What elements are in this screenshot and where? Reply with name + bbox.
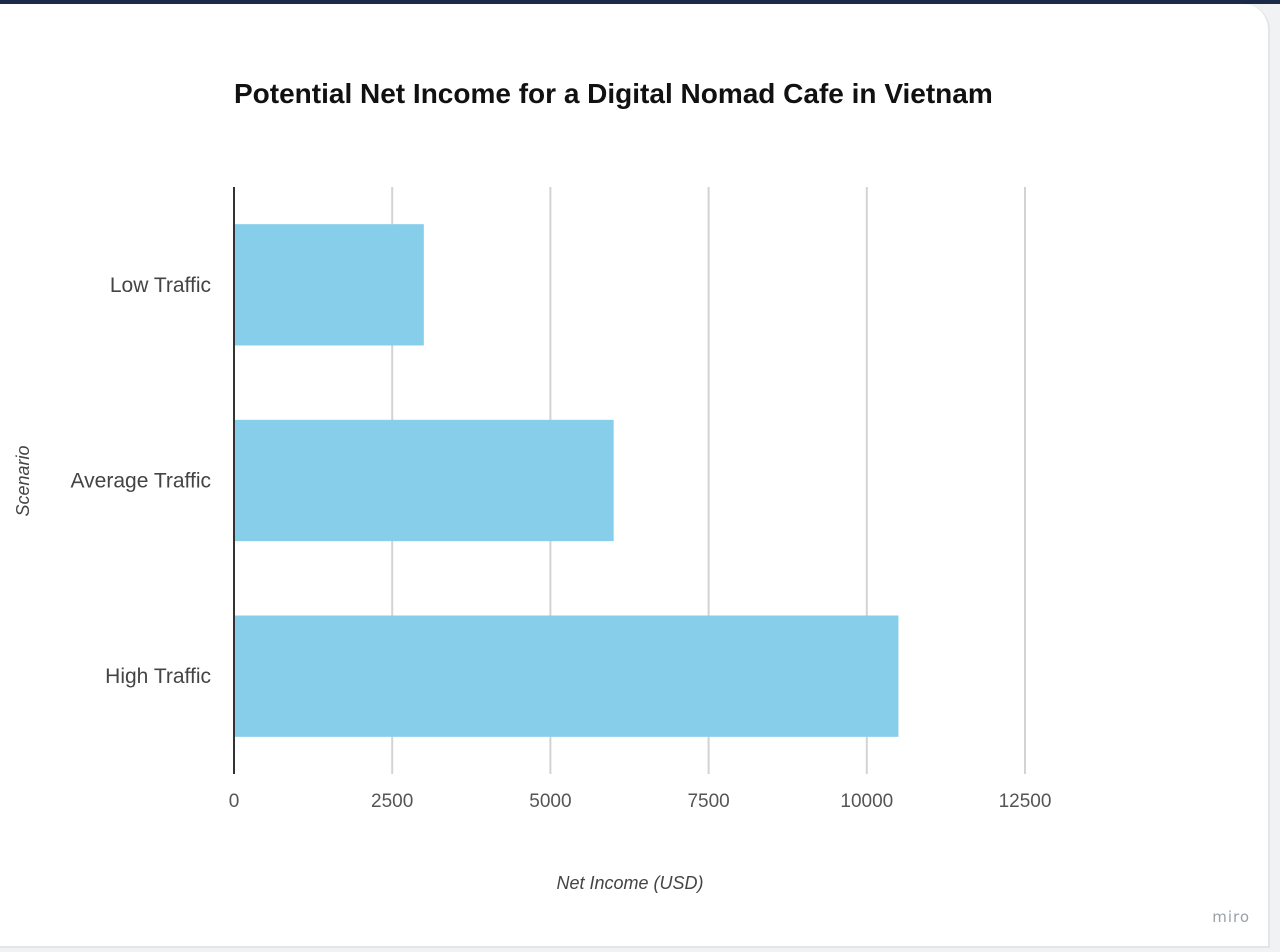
miro-watermark: miro <box>1212 908 1250 926</box>
x-tick-label: 2500 <box>371 791 413 812</box>
bar-chart: 0 2500 5000 7500 10000 12500 Low Traffic Averag… <box>13 187 1051 893</box>
bar-high-traffic <box>234 615 899 737</box>
chart-title: Potential Net Income for a Digital Nomad… <box>234 78 993 109</box>
x-tick-label: 12500 <box>999 791 1052 812</box>
y-category-label: Average Traffic <box>71 470 211 493</box>
y-category-label: Low Traffic <box>110 274 211 297</box>
bars <box>234 224 899 737</box>
x-tick-label: 10000 <box>840 791 893 812</box>
y-axis-title: Scenario <box>13 445 33 516</box>
y-category-label: High Traffic <box>105 665 211 688</box>
bar-low-traffic <box>234 224 424 346</box>
x-axis-title: Net Income (USD) <box>556 873 703 893</box>
x-tick-label: 0 <box>229 791 240 812</box>
labels: 0 2500 5000 7500 10000 12500 Low Traffic Averag… <box>13 274 1051 893</box>
chart-card: Potential Net Income for a Digital Nomad… <box>0 4 1270 948</box>
window-top-bar <box>0 0 1280 4</box>
bar-average-traffic <box>234 419 614 542</box>
x-tick-label: 7500 <box>687 791 729 812</box>
x-tick-label: 5000 <box>529 791 571 812</box>
